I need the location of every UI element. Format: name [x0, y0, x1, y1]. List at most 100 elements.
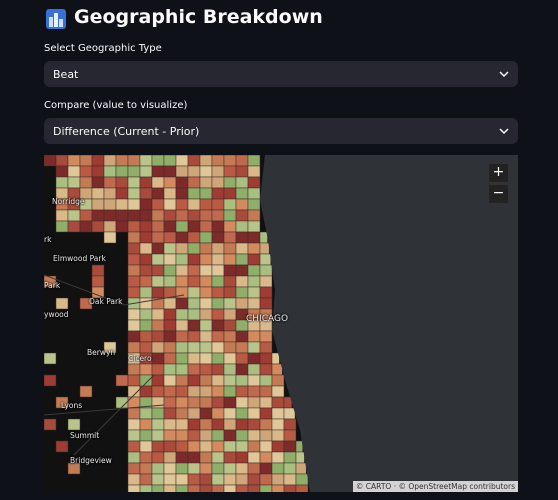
map-cell	[199, 286, 213, 299]
map-cell	[211, 374, 225, 387]
map-cell	[235, 374, 249, 387]
map-cell	[187, 165, 201, 178]
map-cell	[295, 462, 307, 475]
map-cell	[223, 209, 237, 222]
map-cell	[199, 374, 213, 387]
place-label: Summit	[70, 431, 100, 440]
map-cell	[91, 165, 105, 178]
map-cell	[199, 155, 213, 167]
select-value: Difference (Current - Prior)	[53, 125, 200, 138]
map-cell	[199, 187, 213, 200]
zoom-in-button[interactable]: +	[488, 163, 509, 183]
map-cell	[175, 385, 189, 398]
map-cell	[67, 155, 81, 167]
map-cell	[151, 440, 165, 453]
map-cell	[151, 407, 165, 420]
map-cell	[211, 187, 225, 200]
map-cell	[151, 319, 165, 332]
map-cell	[163, 308, 177, 321]
map-cell	[163, 341, 177, 354]
map-cell	[259, 484, 273, 492]
place-label: Bridgeview	[70, 456, 112, 465]
map-cell	[79, 297, 93, 310]
map-cell	[175, 407, 189, 420]
map-cell	[199, 308, 213, 321]
cell-layer	[44, 155, 309, 492]
map-cell	[151, 187, 165, 200]
map-cell	[211, 242, 225, 255]
map-cell	[91, 176, 105, 189]
map-cell	[175, 165, 189, 178]
map-cell	[44, 374, 57, 387]
map-cell	[103, 165, 117, 178]
zoom-out-button[interactable]: −	[488, 184, 509, 204]
map[interactable]: Norridge rk Elmwood Park Park Oak Park y…	[44, 155, 518, 492]
map-cell	[175, 176, 189, 189]
map-cell	[247, 176, 261, 189]
map-cell	[235, 220, 249, 233]
map-cell	[55, 165, 69, 178]
map-cell	[223, 231, 237, 244]
map-cell	[223, 220, 237, 233]
map-cell	[79, 176, 93, 189]
map-cell	[163, 165, 177, 178]
map-cell	[211, 396, 225, 409]
select-box[interactable]: Difference (Current - Prior)	[44, 118, 518, 144]
map-cell	[67, 209, 81, 222]
map-cell	[223, 429, 237, 442]
map-cell	[235, 484, 249, 492]
map-cell	[103, 209, 117, 222]
map-cell	[163, 473, 177, 486]
map-cell	[247, 198, 261, 211]
map-cell	[235, 187, 249, 200]
map-cell	[163, 220, 177, 233]
map-cell	[247, 220, 261, 233]
map-cell	[247, 374, 261, 387]
map-cell	[259, 297, 273, 310]
map-cell	[199, 297, 213, 310]
map-cell	[115, 187, 129, 200]
map-cell	[199, 198, 213, 211]
map-cell	[199, 253, 213, 266]
map-cell	[211, 352, 225, 365]
map-cell	[127, 374, 141, 387]
map-cell	[151, 330, 165, 343]
map-cell	[223, 319, 237, 332]
map-cell	[163, 484, 177, 492]
place-label: CHICAGO	[246, 314, 289, 324]
map-cell	[259, 440, 273, 453]
map-cell	[55, 440, 69, 453]
map-cell	[151, 198, 165, 211]
map-cell	[151, 451, 165, 464]
map-cell	[235, 418, 249, 431]
map-cell	[139, 462, 153, 475]
map-cell	[139, 165, 153, 178]
map-cell	[151, 155, 165, 167]
map-cell	[163, 253, 177, 266]
map-cell	[283, 418, 297, 431]
map-cell	[223, 341, 237, 354]
select-box[interactable]: Beat	[44, 61, 518, 87]
map-cell	[127, 484, 141, 492]
map-cell	[187, 330, 201, 343]
map-cell	[187, 253, 201, 266]
map-cell	[127, 155, 141, 167]
map-cell	[259, 374, 273, 387]
map-cell	[175, 429, 189, 442]
map-cell	[247, 385, 261, 398]
map-cell	[211, 209, 225, 222]
lake	[260, 155, 518, 492]
map-cell	[55, 297, 69, 310]
map-cell	[235, 473, 249, 486]
map-cell	[211, 275, 225, 288]
map-cell	[235, 253, 249, 266]
map-cell	[55, 396, 69, 409]
map-cell	[139, 473, 153, 486]
map-cell	[223, 330, 237, 343]
map-cell	[151, 275, 165, 288]
map-cell	[211, 155, 225, 167]
map-cell	[79, 165, 93, 178]
map-attribution: © CARTO · © OpenStreetMap contributors	[352, 481, 518, 492]
map-cell	[271, 396, 285, 409]
map-cell	[223, 396, 237, 409]
